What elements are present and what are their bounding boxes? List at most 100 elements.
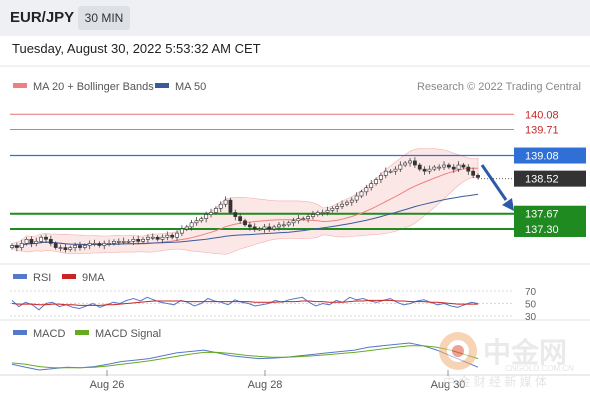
candle-up [296, 218, 301, 222]
candle-up [184, 226, 189, 230]
candle-up [257, 228, 262, 231]
candle-down [412, 160, 417, 166]
candle-up [189, 222, 194, 228]
candle-up [175, 232, 179, 238]
candle-down [53, 243, 58, 248]
support-label-box [514, 205, 586, 237]
candle-down [136, 239, 141, 242]
candle-up [311, 214, 315, 217]
watermark-logo: 中金网 CNGOLD.COM.CN 中 金 财 经 新 媒 体 [439, 332, 574, 389]
x-axis-tick-label: Aug 30 [431, 379, 466, 391]
candle-up [107, 243, 111, 245]
symbol-label: EUR/JPY [10, 9, 75, 26]
watermark-tagline: 中 金 财 经 新 媒 体 [443, 374, 547, 389]
candle-up [19, 243, 24, 248]
candle-up [442, 164, 446, 168]
candle-up [354, 195, 359, 201]
pivot-label: 139.08 [525, 151, 559, 163]
macd-signal-legend-swatch [75, 330, 89, 335]
candle-down [451, 166, 456, 170]
forecast-arrow-shaft [480, 164, 508, 201]
candle-down [417, 164, 422, 170]
candle-up [340, 203, 344, 207]
watermark-emblem-core [452, 345, 464, 357]
candle-down [243, 220, 247, 226]
candle-down [476, 175, 480, 178]
candle-up [272, 226, 277, 230]
candle-up [359, 191, 364, 197]
candle-up [456, 164, 461, 170]
candle-down [233, 212, 238, 217]
candle-up [39, 236, 44, 242]
support-label: 137.30 [525, 224, 559, 236]
timeframe-button[interactable]: 30 MIN [78, 6, 130, 30]
candle-up [121, 241, 126, 243]
candle-up [277, 224, 281, 228]
candle-down [466, 166, 471, 172]
candle-down [446, 164, 451, 168]
candle-down [48, 239, 53, 244]
candle-up [301, 218, 306, 220]
resistance-label: 139.71 [525, 125, 559, 137]
candle-up [209, 212, 213, 215]
rsi-tick-label: 30 [525, 312, 537, 323]
candle-down [78, 245, 82, 248]
last-price-label: 138.52 [525, 174, 559, 186]
candle-up [92, 243, 97, 245]
candle-up [364, 187, 369, 193]
candle-down [252, 226, 257, 230]
rsi-legend-swatch [13, 274, 27, 279]
candle-up [427, 168, 432, 172]
candle-up [383, 170, 388, 176]
candle-up [204, 214, 209, 219]
candle-up [325, 210, 330, 213]
pivot-label-box [514, 147, 586, 164]
rsi-ma-line [11, 299, 478, 306]
watermark-domain: CNGOLD.COM.CN [505, 364, 574, 373]
rsi-tick-label: 70 [525, 287, 537, 298]
rsi-ma-legend-label: 9MA [82, 272, 105, 284]
candle-up [34, 241, 39, 244]
candle-up [403, 162, 408, 166]
candle-up [437, 166, 442, 169]
watermark-cn: 中金网 [483, 336, 567, 368]
candle-down [247, 224, 252, 228]
x-axis: Aug 26 Aug 28 Aug 30 [90, 370, 466, 391]
candle-up [194, 220, 199, 224]
ma50-legend-label: MA 50 [175, 81, 206, 93]
ma20-legend-swatch [13, 83, 27, 88]
candle-up [320, 212, 325, 214]
rsi-ma-legend-swatch [62, 274, 76, 279]
candle-up [160, 236, 165, 240]
candle-up [112, 241, 116, 244]
candle-up [330, 208, 335, 211]
candle-down [44, 236, 48, 240]
candle-up [306, 216, 311, 219]
candle-up [87, 243, 92, 246]
candle-up [58, 247, 63, 249]
candle-up [165, 234, 170, 238]
candle-up [213, 208, 218, 213]
candle-up [102, 243, 107, 246]
candle-up [432, 166, 437, 170]
candle-down [155, 236, 160, 240]
candle-up [398, 164, 403, 170]
candle-up [291, 220, 296, 224]
candle-up [388, 170, 393, 173]
candle-up [335, 205, 340, 209]
rsi-tick-label: 50 [525, 300, 537, 311]
candle-up [141, 239, 145, 242]
macd-panel [11, 342, 479, 371]
timestamp: Tuesday, August 30, 2022 5:53:32 AM CET [12, 41, 261, 56]
candle-down [422, 168, 427, 172]
x-axis-tick-label: Aug 28 [248, 379, 283, 391]
candle-up [68, 247, 73, 250]
candle-up [73, 245, 78, 248]
macd-signal-legend-label: MACD Signal [95, 328, 161, 340]
candle-down [238, 216, 243, 222]
bollinger-band-area [11, 148, 479, 255]
candle-up [179, 228, 184, 234]
bollinger-bands [11, 148, 479, 255]
